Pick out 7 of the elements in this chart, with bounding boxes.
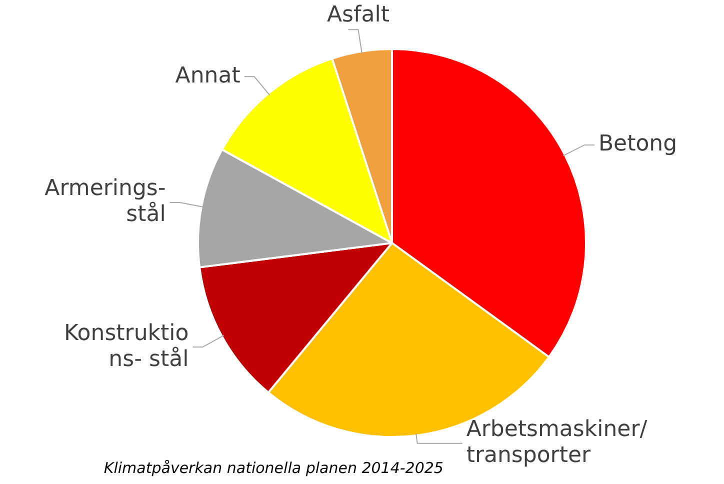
slice-label: Arbetsmaskiner/ transporter <box>466 417 648 468</box>
text: Klimatpåverkan nationella planen 2014-2025 <box>104 458 444 477</box>
slice-label: Asfalt <box>326 2 390 28</box>
slice-label: Armerings- stål <box>44 176 166 228</box>
slice-label: Annat <box>175 63 241 88</box>
slice-label: Konstruktio ns- stål <box>64 320 189 372</box>
slice-label: Betong <box>598 132 678 157</box>
